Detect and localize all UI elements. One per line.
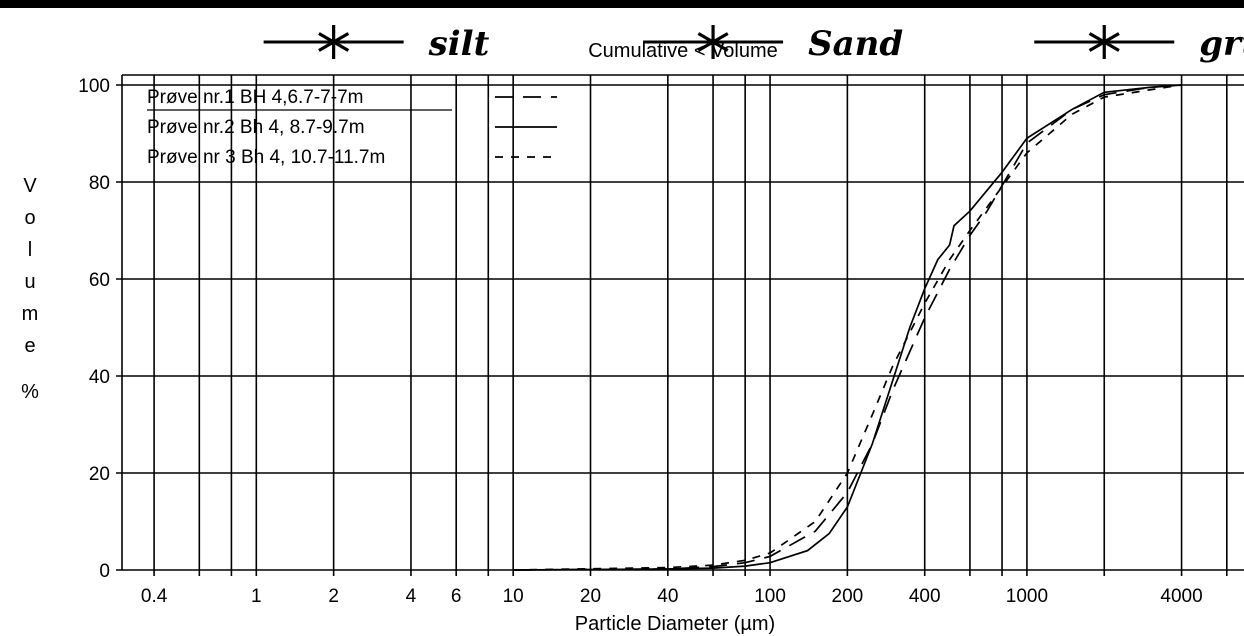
legend: Prøve nr.1 BH 4,6.7-7-7m Prøve nr.2 Bh 4,… xyxy=(147,87,557,168)
grid xyxy=(116,74,1244,576)
y-tick-label: 40 xyxy=(89,367,110,388)
series-line-3 xyxy=(513,84,1182,571)
y-tick-label: 100 xyxy=(78,76,110,97)
x-tick-label: 4 xyxy=(406,586,417,607)
x-axis-title: Particle Diameter (µm) xyxy=(575,613,775,635)
x-tick-label: 40 xyxy=(657,586,678,607)
x-tick-label: 400 xyxy=(909,586,941,607)
series-line-2 xyxy=(513,84,1182,571)
x-tick-label: 10 xyxy=(503,586,524,607)
x-tick-label: 200 xyxy=(832,586,864,607)
x-tick-label: 6 xyxy=(451,586,462,607)
annotation-grus: grus xyxy=(1199,24,1244,64)
asterisk-icon xyxy=(1088,25,1120,59)
x-tick-label: 100 xyxy=(754,586,786,607)
legend-label-2: Prøve nr.2 Bh 4, 8.7-9.7m xyxy=(147,117,365,138)
y-tick-label: 60 xyxy=(89,270,110,291)
annotation-silt: silt xyxy=(428,24,490,64)
series-group xyxy=(513,84,1182,571)
annotation-sand: Sand xyxy=(808,24,903,64)
y-tick-label: 0 xyxy=(99,561,110,582)
y-tick-label: 80 xyxy=(89,173,110,194)
x-tick-label: 2 xyxy=(328,586,339,607)
x-tick-label: 1000 xyxy=(1006,586,1048,607)
annotations: silt Sand grus xyxy=(263,24,1244,64)
asterisk-icon xyxy=(318,25,350,59)
x-tick-label: 0.4 xyxy=(141,586,168,607)
y-tick-label: 20 xyxy=(89,464,110,485)
asterisk-icon xyxy=(697,25,729,59)
x-tick-label: 4000 xyxy=(1160,586,1202,607)
legend-label-1: Prøve nr.1 BH 4,6.7-7-7m xyxy=(147,87,363,108)
top-border xyxy=(0,0,1244,8)
legend-label-3: Prøve nr 3 Bh 4, 10.7-11.7m xyxy=(147,147,385,168)
x-tick-label: 1 xyxy=(251,586,262,607)
chart-title: Cumulative < Volume xyxy=(588,40,778,62)
tick-labels: 0.4 1 2 4 6 10 20 40 100 200 400 1000 4000 0 20 40 60 80 1… xyxy=(78,76,1202,607)
x-tick-label: 20 xyxy=(580,586,601,607)
